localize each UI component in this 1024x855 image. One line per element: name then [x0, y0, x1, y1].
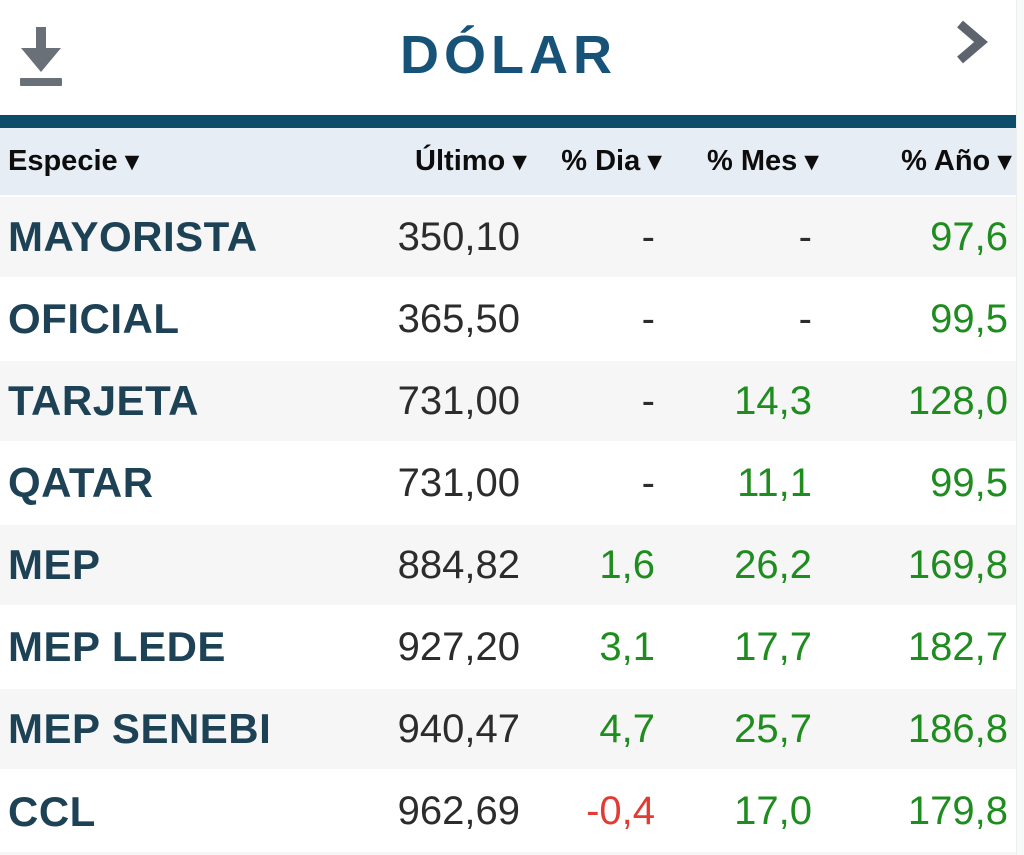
pct-anio-cell: 99,5	[930, 296, 1008, 341]
table-row-qatar[interactable]: QATAR 731,00 - 11,1 99,5	[0, 442, 1017, 524]
pct-dia-cell: 1,6	[599, 542, 655, 587]
quotes-table: Especie▼ Último▼ % Dia▼ % Mes▼ % Año▼	[0, 128, 1017, 852]
accent-divider-bar	[0, 115, 1017, 128]
ultimo-cell: 365,50	[397, 296, 520, 341]
ultimo-cell: 927,20	[397, 624, 520, 669]
pct-dia-cell: -	[641, 460, 655, 505]
pct-anio-cell: 179,8	[907, 789, 1008, 833]
pct-anio-cell: 186,8	[907, 706, 1008, 751]
pct-mes-cell: 26,2	[734, 542, 812, 587]
pct-dia-cell: -0,4	[586, 789, 655, 833]
pct-anio-cell: 99,5	[930, 460, 1008, 505]
ultimo-cell: 731,00	[397, 378, 520, 423]
column-header-pct-mes[interactable]: % Mes▼	[667, 128, 824, 196]
ultimo-cell: 940,47	[397, 706, 520, 751]
column-header-pct-dia[interactable]: % Dia▼	[532, 128, 667, 196]
column-header-pct-anio[interactable]: % Año▼	[824, 128, 1017, 196]
pct-dia-cell: 4,7	[599, 706, 655, 751]
pct-dia-cell: -	[641, 378, 655, 423]
pct-anio-cell: 182,7	[907, 624, 1008, 669]
pct-anio-cell: 169,8	[907, 542, 1008, 587]
column-label: % Dia	[561, 145, 641, 177]
page-title: DÓLAR	[400, 25, 617, 85]
sort-descending-icon: ▼	[507, 148, 532, 176]
pct-mes-cell: 25,7	[734, 706, 812, 751]
especie-cell[interactable]: MEP	[8, 541, 101, 588]
sort-descending-icon: ▼	[642, 148, 667, 176]
chevron-right-icon	[951, 17, 991, 72]
sort-descending-icon: ▼	[992, 148, 1017, 176]
especie-cell[interactable]: TARJETA	[8, 377, 199, 424]
ultimo-cell: 962,69	[397, 789, 520, 833]
column-label: Especie	[8, 145, 118, 177]
table-row-mep-lede[interactable]: MEP LEDE 927,20 3,1 17,7 182,7	[0, 606, 1017, 688]
ultimo-cell: 350,10	[397, 214, 520, 259]
column-label: % Año	[901, 145, 991, 177]
widget-header: DÓLAR	[0, 0, 1017, 115]
download-icon	[16, 26, 66, 90]
pct-dia-cell: 3,1	[599, 624, 655, 669]
column-header-ultimo[interactable]: Último▼	[360, 128, 532, 196]
next-row-sliver	[0, 852, 1017, 855]
especie-cell[interactable]: CCL	[8, 787, 96, 835]
table-body: MAYORISTA 350,10 - - 97,6 OFICIAL 365,50…	[0, 196, 1017, 852]
table-row-mep-senebi[interactable]: MEP SENEBI 940,47 4,7 25,7 186,8	[0, 688, 1017, 770]
especie-cell[interactable]: QATAR	[8, 459, 154, 506]
column-label: Último	[415, 145, 506, 177]
pct-mes-cell: 17,0	[734, 789, 812, 833]
pct-mes-cell: -	[798, 296, 812, 341]
table-row-ccl[interactable]: CCL 962,69 -0,4 17,0 179,8	[0, 770, 1017, 852]
pct-mes-cell: 11,1	[737, 460, 812, 505]
pct-anio-cell: 128,0	[907, 378, 1008, 423]
pct-dia-cell: -	[641, 214, 655, 259]
table-row-mayorista[interactable]: MAYORISTA 350,10 - - 97,6	[0, 196, 1017, 278]
table-row-tarjeta[interactable]: TARJETA 731,00 - 14,3 128,0	[0, 360, 1017, 442]
especie-cell[interactable]: MAYORISTA	[8, 213, 258, 260]
especie-cell[interactable]: MEP SENEBI	[8, 705, 272, 752]
download-button[interactable]	[16, 26, 66, 90]
header-row: Especie▼ Último▼ % Dia▼ % Mes▼ % Año▼	[0, 128, 1017, 196]
sort-descending-icon: ▼	[799, 148, 824, 176]
sort-descending-icon: ▼	[119, 148, 145, 176]
table-row-oficial[interactable]: OFICIAL 365,50 - - 99,5	[0, 278, 1017, 360]
column-header-especie[interactable]: Especie▼	[0, 128, 360, 196]
pct-anio-cell: 97,6	[930, 214, 1008, 259]
pct-mes-cell: 14,3	[734, 378, 812, 423]
pct-dia-cell: -	[641, 296, 655, 341]
table-row-mep[interactable]: MEP 884,82 1,6 26,2 169,8	[0, 524, 1017, 606]
pct-mes-cell: 17,7	[734, 624, 812, 669]
especie-cell[interactable]: OFICIAL	[8, 295, 180, 342]
pct-mes-cell: -	[798, 214, 812, 259]
especie-cell[interactable]: MEP LEDE	[8, 623, 226, 670]
column-label: % Mes	[706, 145, 798, 177]
right-gutter	[1016, 0, 1024, 855]
table-header: Especie▼ Último▼ % Dia▼ % Mes▼ % Año▼	[0, 128, 1017, 196]
ultimo-cell: 884,82	[397, 542, 520, 587]
ultimo-cell: 731,00	[397, 460, 520, 505]
next-button[interactable]	[951, 18, 991, 70]
